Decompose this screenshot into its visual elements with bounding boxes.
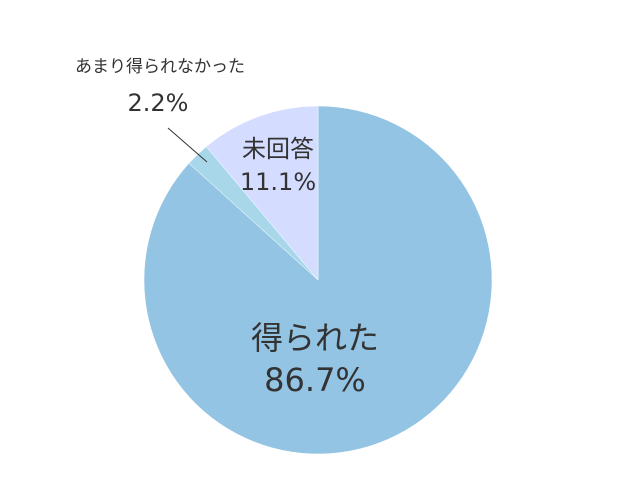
- value-label: 86.7%: [264, 361, 366, 399]
- pie-slice: [205, 105, 319, 281]
- leader-line: [167, 127, 208, 163]
- category-label: 得られた: [251, 319, 379, 357]
- category-label: 未回答: [242, 135, 314, 163]
- value-label: 11.1%: [240, 168, 316, 196]
- value-label: 2.2%: [128, 89, 189, 117]
- category-label: あまり得られなかった: [75, 57, 245, 77]
